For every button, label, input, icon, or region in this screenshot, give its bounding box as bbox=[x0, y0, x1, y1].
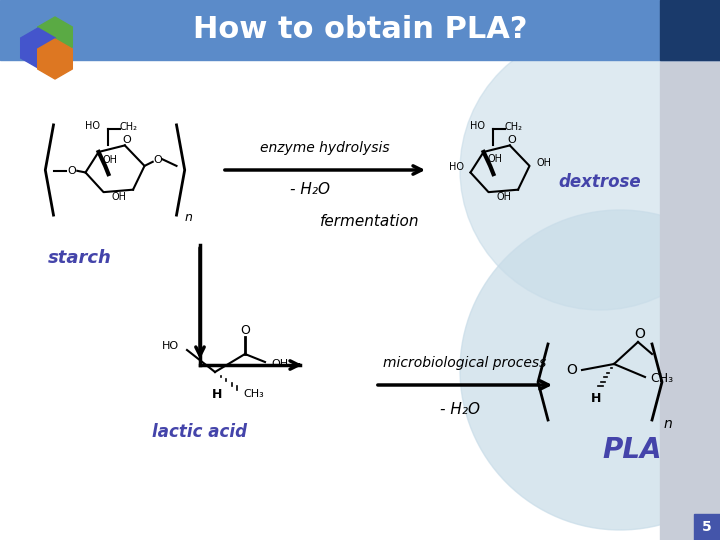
Text: HO: HO bbox=[162, 341, 179, 351]
Text: O: O bbox=[634, 327, 645, 341]
Polygon shape bbox=[37, 17, 72, 57]
Text: O: O bbox=[122, 134, 131, 145]
Circle shape bbox=[460, 30, 720, 310]
Text: fermentation: fermentation bbox=[320, 214, 420, 230]
Text: - H₂O: - H₂O bbox=[440, 402, 480, 417]
Text: HO: HO bbox=[85, 121, 100, 131]
Text: 5: 5 bbox=[702, 520, 712, 534]
Text: n: n bbox=[664, 417, 672, 431]
Text: OH: OH bbox=[487, 154, 503, 164]
Polygon shape bbox=[21, 28, 55, 68]
Text: H: H bbox=[212, 388, 222, 401]
Text: n: n bbox=[185, 211, 193, 224]
Text: OH: OH bbox=[536, 158, 551, 168]
Text: OH: OH bbox=[112, 192, 127, 202]
Text: enzyme hydrolysis: enzyme hydrolysis bbox=[260, 141, 390, 155]
Text: dextrose: dextrose bbox=[559, 173, 642, 191]
Text: CH₂: CH₂ bbox=[505, 122, 523, 132]
Text: starch: starch bbox=[48, 249, 112, 267]
Text: lactic acid: lactic acid bbox=[153, 423, 248, 441]
Text: microbiological process: microbiological process bbox=[383, 356, 546, 370]
Text: How to obtain PLA?: How to obtain PLA? bbox=[193, 16, 527, 44]
Bar bbox=[660, 0, 720, 60]
Text: HO: HO bbox=[470, 121, 485, 131]
Text: O: O bbox=[153, 155, 162, 165]
Text: O: O bbox=[240, 323, 250, 336]
Text: CH₃: CH₃ bbox=[243, 389, 264, 399]
Text: O: O bbox=[567, 363, 577, 377]
Bar bbox=[694, 514, 720, 540]
Bar bbox=[660, 60, 720, 540]
Text: H: H bbox=[591, 392, 601, 404]
Bar bbox=[0, 0, 720, 60]
Text: O: O bbox=[67, 166, 76, 176]
Text: OH: OH bbox=[497, 192, 512, 202]
Circle shape bbox=[460, 210, 720, 530]
Text: HO: HO bbox=[449, 161, 464, 172]
Text: OH: OH bbox=[102, 155, 117, 165]
Text: O: O bbox=[507, 134, 516, 145]
Text: PLA: PLA bbox=[602, 436, 662, 464]
Text: CH₃: CH₃ bbox=[650, 373, 673, 386]
Text: OH: OH bbox=[271, 359, 288, 369]
Text: CH₂: CH₂ bbox=[120, 122, 138, 132]
Text: - H₂O: - H₂O bbox=[290, 183, 330, 198]
Polygon shape bbox=[37, 39, 72, 79]
